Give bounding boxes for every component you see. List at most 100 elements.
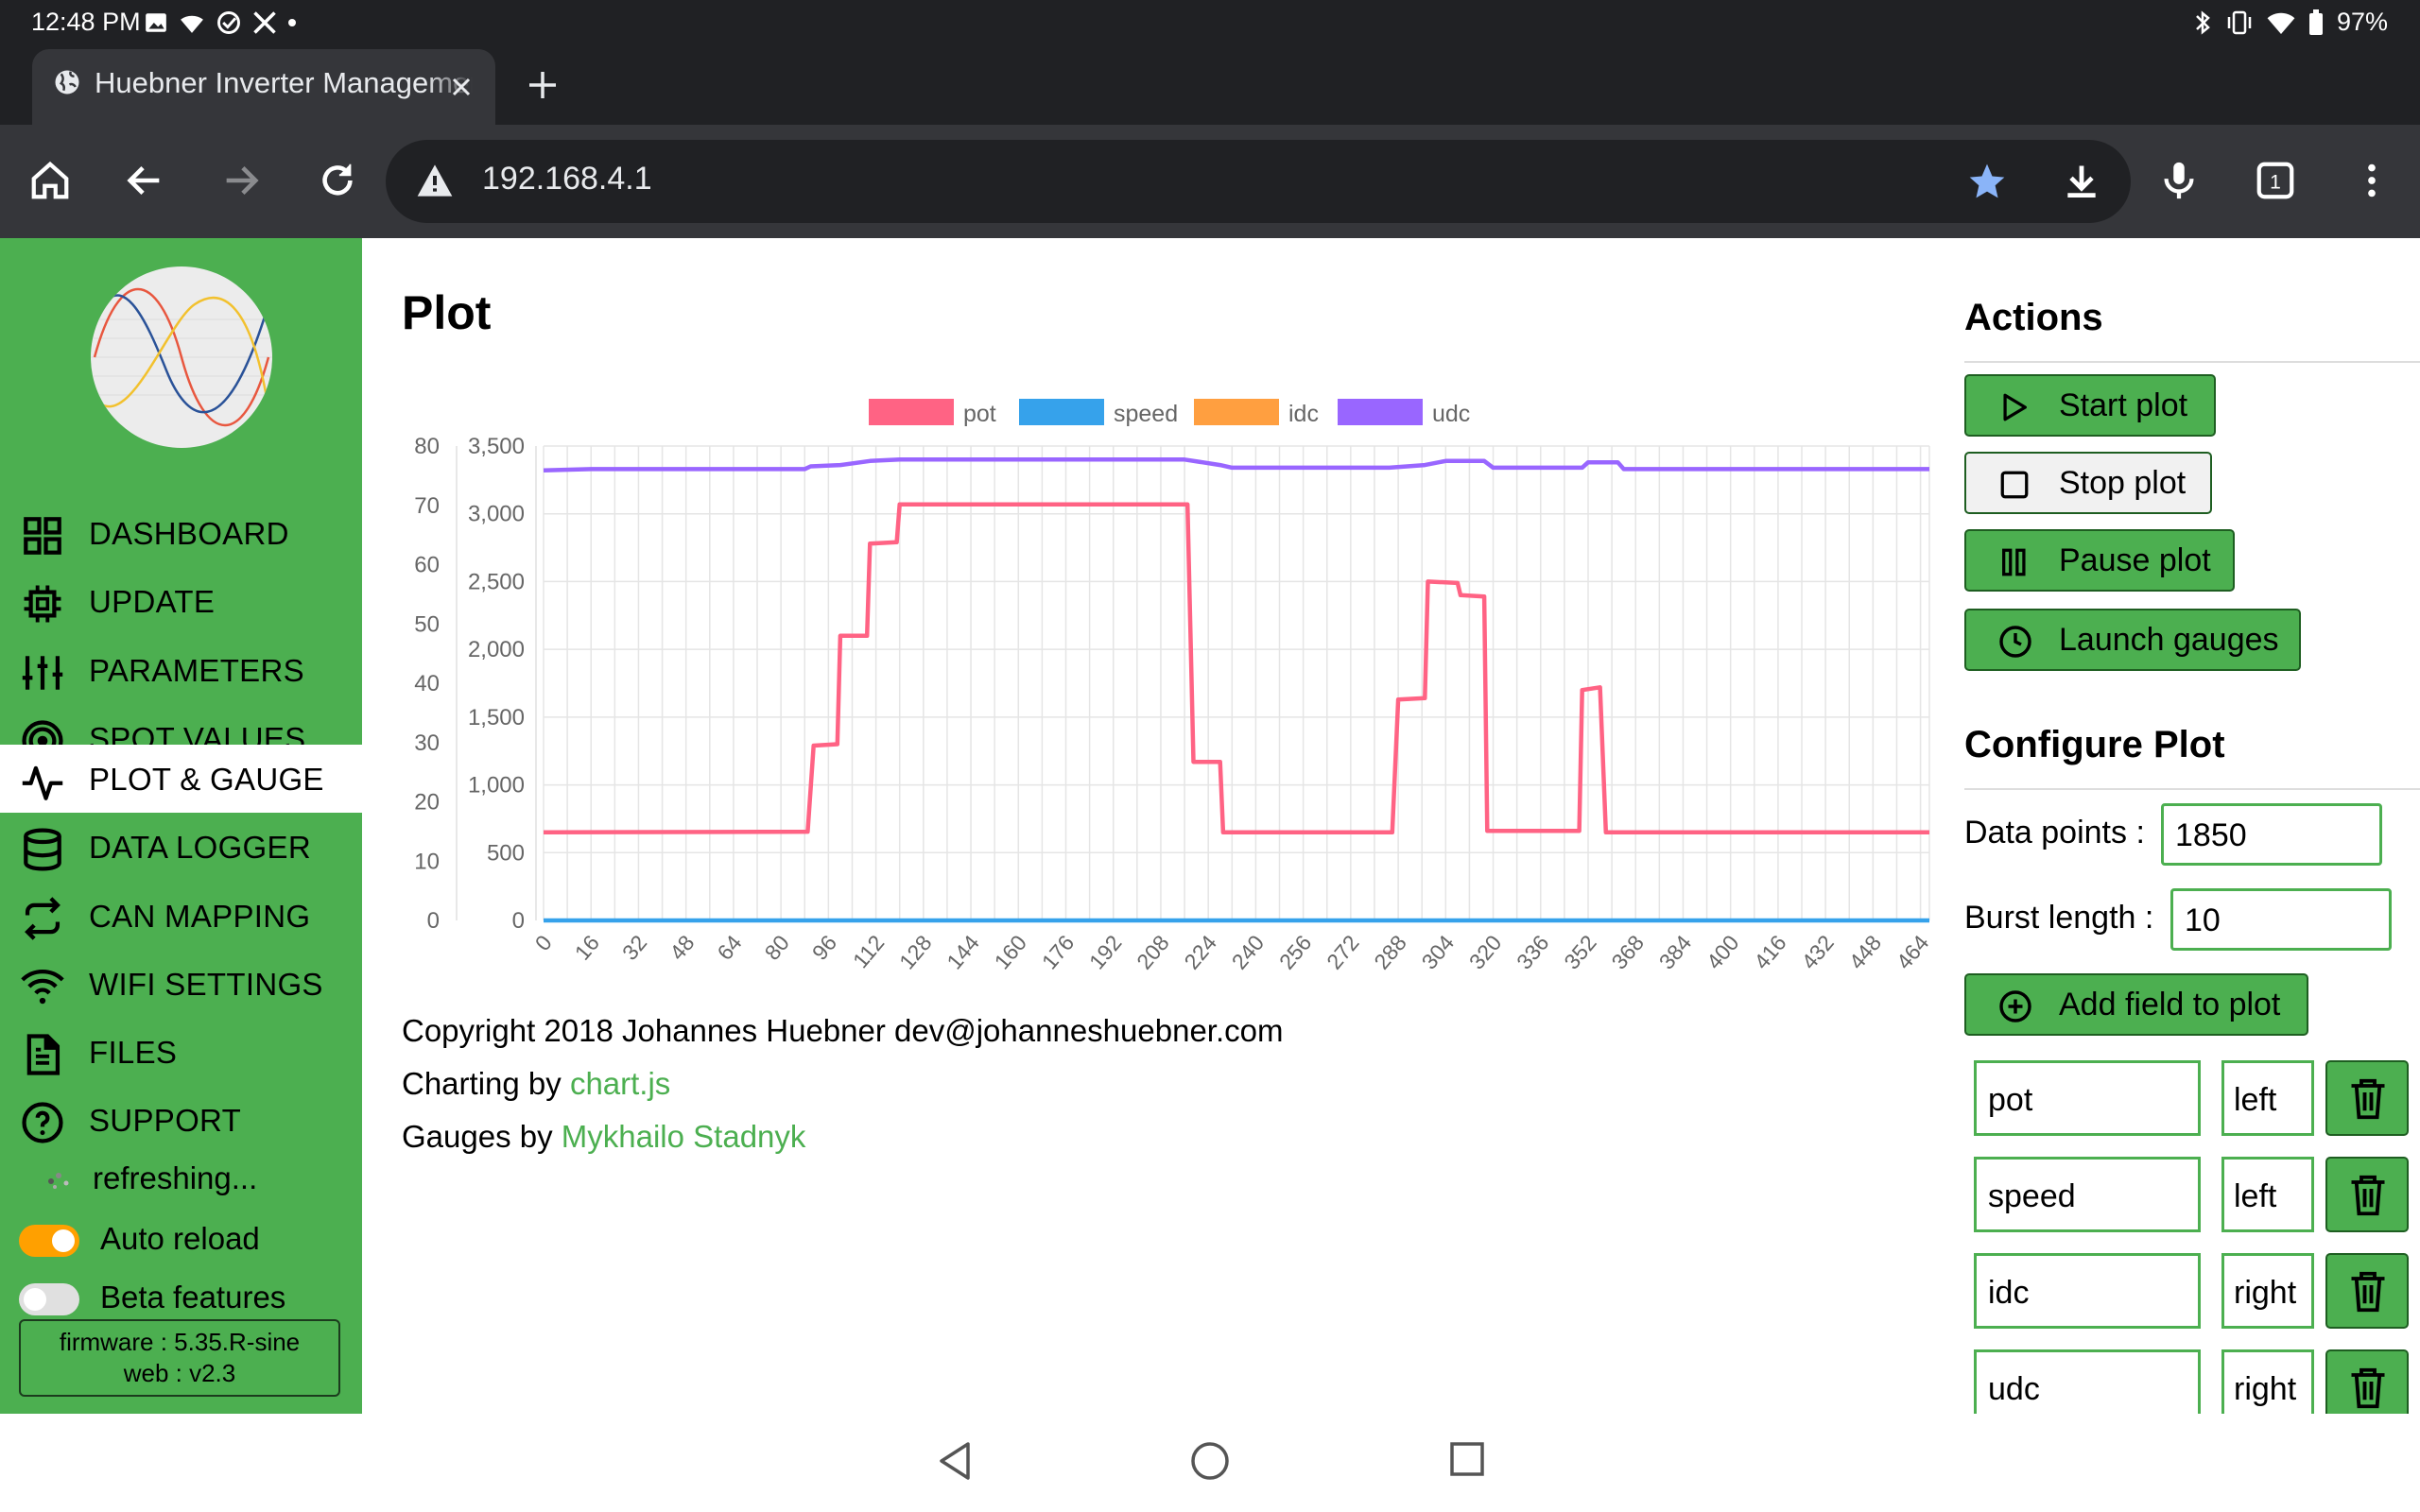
field-axis-select[interactable]: left <box>2221 1157 2314 1232</box>
x-axis-tick-label: 304 <box>1417 930 1460 973</box>
chip-icon <box>24 585 61 623</box>
field-name-input[interactable]: pot <box>1974 1060 2201 1136</box>
tab-switcher-icon[interactable]: 1 <box>2254 159 2297 202</box>
x-axis-tick-label: 464 <box>1892 930 1934 973</box>
sidebar-item-label: PLOT & GAUGE <box>89 762 324 797</box>
field-name-input[interactable]: idc <box>1974 1253 2201 1329</box>
sidebar-item-label: DATA LOGGER <box>89 830 311 865</box>
browser-tab[interactable]: Huebner Inverter Management <box>32 49 495 125</box>
left-axis-tick-label: 0 <box>427 908 440 934</box>
sidebar-item-label: UPDATE <box>89 584 216 619</box>
help-icon <box>22 1102 63 1143</box>
new-tab-icon[interactable] <box>526 68 560 102</box>
stop-icon <box>2000 471 2029 499</box>
x-axis-tick-label: 368 <box>1606 931 1649 974</box>
clock-icon <box>1999 626 2031 658</box>
sidebar-item-can-mapping[interactable]: CAN MAPPING <box>0 882 362 950</box>
series-line-udc <box>543 457 1929 473</box>
delete-field-button[interactable] <box>2325 1157 2409 1232</box>
right-axis-tick-label: 1,500 <box>468 705 525 730</box>
sidebar-item-label: SUPPORT <box>89 1103 242 1138</box>
back-icon[interactable] <box>123 159 166 202</box>
plot-field-row: speed left <box>1974 1157 2418 1232</box>
left-axis-tick-label: 10 <box>414 849 440 874</box>
trash-icon <box>2351 1271 2385 1313</box>
repeat-icon <box>25 897 60 940</box>
forward-icon[interactable] <box>219 159 263 202</box>
legend-label-speed: speed <box>1114 401 1178 427</box>
field-axis-select[interactable]: right <box>2221 1253 2314 1329</box>
launch-gauges-label: Launch gauges <box>2059 622 2279 658</box>
battery-icon <box>2308 9 2323 35</box>
sidebar-item-files[interactable]: FILES <box>0 1018 362 1086</box>
beta-features-toggle[interactable] <box>19 1283 79 1315</box>
x-axis-tick-label: 48 <box>665 931 699 965</box>
delete-field-button[interactable] <box>2325 1253 2409 1329</box>
gauges-author-link[interactable]: Mykhailo Stadnyk <box>561 1119 806 1154</box>
home-icon[interactable] <box>28 159 72 202</box>
series-line-pot <box>543 502 1929 835</box>
sidebar: DASHBOARD UPDATE PARAMETERS SPOT VALUES PLOT… <box>0 238 362 1414</box>
sidebar-item-parameters[interactable]: PARAMETERS <box>0 636 362 704</box>
start-plot-button[interactable]: Start plot <box>1964 374 2216 437</box>
nav-back-icon[interactable] <box>936 1440 974 1482</box>
field-name-input[interactable]: udc <box>1974 1349 2201 1414</box>
sidebar-item-wifi-settings[interactable]: WIFI SETTINGS <box>0 950 362 1018</box>
x-axis-tick-label: 432 <box>1796 931 1839 974</box>
close-tab-icon[interactable] <box>441 66 482 108</box>
svg-text:1: 1 <box>2270 172 2281 194</box>
delete-field-button[interactable] <box>2325 1349 2409 1414</box>
auto-reload-toggle[interactable] <box>19 1225 79 1257</box>
nav-home-icon[interactable] <box>1189 1440 1231 1482</box>
left-axis-tick-label: 80 <box>414 434 440 459</box>
play-icon <box>2003 393 2027 421</box>
bookmark-star-icon[interactable] <box>1966 161 2008 202</box>
file-icon <box>26 1034 60 1075</box>
sidebar-item-dashboard[interactable]: DASHBOARD <box>0 499 362 567</box>
add-field-button[interactable]: Add field to plot <box>1964 973 2308 1036</box>
field-name-input[interactable]: speed <box>1974 1157 2201 1232</box>
right-axis-tick-label: 500 <box>487 840 525 866</box>
sidebar-item-data-logger[interactable]: DATA LOGGER <box>0 813 362 881</box>
address-bar[interactable]: 192.168.4.1 <box>386 140 2131 223</box>
sidebar-item-label: PARAMETERS <box>89 653 304 688</box>
activity-icon <box>22 765 63 800</box>
trash-icon <box>2351 1175 2385 1216</box>
more-menu-icon[interactable] <box>2350 159 2394 202</box>
stop-plot-button[interactable]: Stop plot <box>1964 452 2212 514</box>
gauges-prefix: Gauges by <box>402 1119 553 1154</box>
plot-chart[interactable]: 0102030405060708005001,0001,5002,0002,50… <box>362 370 1960 1221</box>
actions-panel: Actions Start plot Stop plot Pause plot … <box>1964 238 2420 1414</box>
x-axis-tick-label: 416 <box>1749 931 1791 974</box>
delete-field-button[interactable] <box>2325 1060 2409 1136</box>
not-secure-icon[interactable] <box>416 163 454 198</box>
url-text[interactable]: 192.168.4.1 <box>482 161 652 197</box>
x-logo-icon <box>253 11 276 34</box>
legend-label-udc: udc <box>1432 401 1470 427</box>
dashboard-icon <box>24 517 61 555</box>
chartjs-link[interactable]: chart.js <box>569 1066 671 1101</box>
pause-plot-label: Pause plot <box>2059 542 2211 578</box>
refreshing-text: refreshing... <box>93 1160 258 1195</box>
beta-features-label: Beta features <box>100 1280 286 1314</box>
download-icon[interactable] <box>2061 161 2102 202</box>
field-axis-select[interactable]: left <box>2221 1060 2314 1136</box>
x-axis-tick-label: 320 <box>1464 931 1507 974</box>
pause-plot-button[interactable]: Pause plot <box>1964 529 2235 592</box>
left-axis-tick-label: 50 <box>414 611 440 637</box>
x-axis-tick-label: 256 <box>1274 931 1317 974</box>
microphone-icon[interactable] <box>2157 159 2201 202</box>
sidebar-item-update[interactable]: UPDATE <box>0 567 362 635</box>
launch-gauges-button[interactable]: Launch gauges <box>1964 609 2301 671</box>
right-axis-tick-label: 2,500 <box>468 569 525 594</box>
image-icon <box>146 13 166 32</box>
sidebar-item-plot-gauge[interactable]: PLOT & GAUGE <box>0 745 362 813</box>
burst-length-input[interactable]: 10 <box>2170 888 2392 951</box>
sidebar-item-support[interactable]: SUPPORT <box>0 1086 362 1154</box>
data-points-input[interactable]: 1850 <box>2161 803 2382 866</box>
nav-recents-icon[interactable] <box>1448 1440 1486 1478</box>
vibrate-icon <box>2227 10 2252 34</box>
reload-icon[interactable] <box>316 159 359 202</box>
field-axis-select[interactable]: right <box>2221 1349 2314 1414</box>
x-axis-tick-label: 192 <box>1084 931 1127 974</box>
